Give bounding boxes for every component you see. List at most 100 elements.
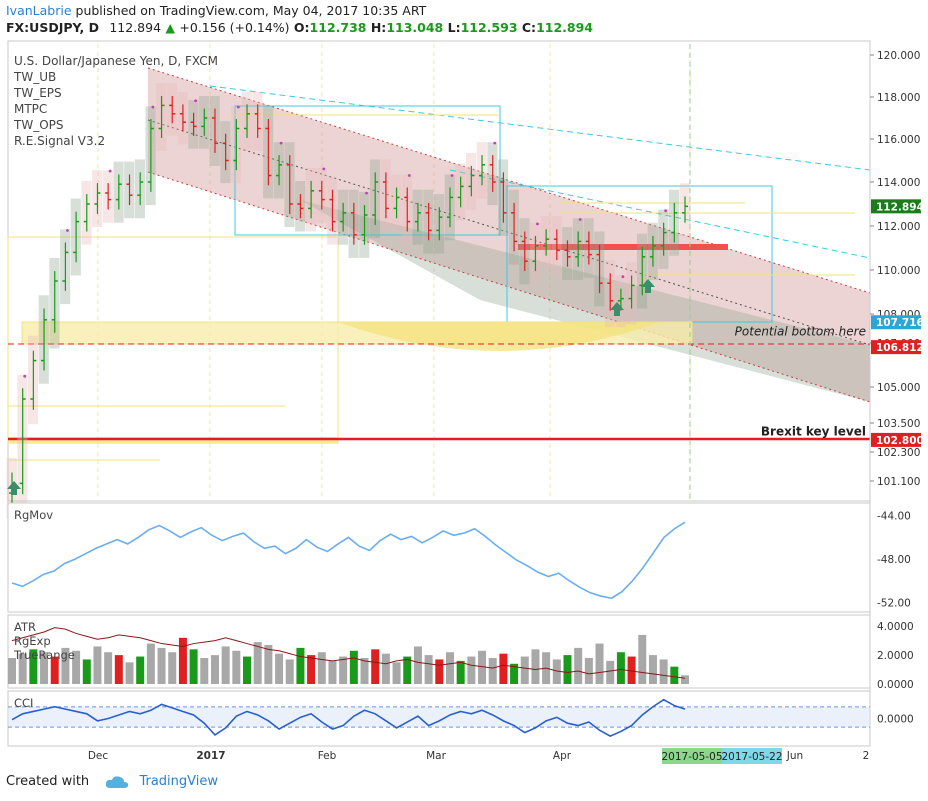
y-tick-label: 105.000 <box>877 382 920 394</box>
range-bar <box>445 652 454 684</box>
indicator-name: TW_UB <box>13 70 56 84</box>
range-bar <box>210 655 219 684</box>
last-price: 112.894 <box>109 20 162 35</box>
range-bar <box>413 646 422 684</box>
close-label: C: <box>521 20 537 35</box>
y-tick-label: 101.100 <box>877 476 920 488</box>
price-label-box <box>871 199 921 214</box>
range-bar <box>488 658 497 684</box>
low-value: 112.593 <box>460 20 518 35</box>
range-bar <box>200 658 209 684</box>
price-labels: 112.894 107.716 106.812 102.800 <box>871 199 924 447</box>
pane-tick-label: 0.0000 <box>877 714 914 726</box>
tradingview-brand[interactable]: TradingView <box>139 774 218 789</box>
high-label: H: <box>370 20 387 35</box>
ohlc-bar: FX:USDJPY, D 112.894 ▲ +0.156 (+0.14%) O… <box>6 20 593 36</box>
range-bar <box>114 655 123 684</box>
signal-dot <box>407 174 411 177</box>
candles[interactable] <box>6 83 690 519</box>
symbol-title: U.S. Dollar/Japanese Yen, D, FXCM <box>14 54 218 68</box>
signal-dot <box>194 99 198 103</box>
price-label-box <box>871 340 921 355</box>
range-bar <box>8 658 16 684</box>
range-bar <box>478 650 487 684</box>
date-marker-box <box>722 748 782 764</box>
cyan-dashed-1 <box>209 85 871 171</box>
range-bar <box>296 647 305 684</box>
x-tick-label: Jun <box>786 750 803 762</box>
range-bar <box>285 659 294 684</box>
indicator-panes[interactable]: -44.00 -48.00 -52.00 RgMov 4.0000 2.0000 0.000… <box>7 502 914 747</box>
pane-tick-label: 4.0000 <box>877 621 914 633</box>
range-bar <box>307 655 316 684</box>
x-tick-label: Dec <box>88 750 109 762</box>
cyan-box-1 <box>234 105 501 236</box>
price-label: 106.812 <box>876 342 924 354</box>
range-bar <box>264 645 273 684</box>
range-bar <box>189 649 198 684</box>
change-value: +0.156 (+0.14%) <box>179 20 290 35</box>
range-bar <box>178 637 187 684</box>
high-value: 113.048 <box>386 20 444 35</box>
range-bar <box>61 647 70 684</box>
signal-dot <box>151 105 155 109</box>
signal-dot <box>66 229 69 232</box>
signal-dot <box>493 141 497 145</box>
range-bar <box>82 659 91 684</box>
signal-dot <box>578 218 582 221</box>
price-pane[interactable]: Potential bottom here Brexit key level <box>6 40 871 519</box>
signal-dot <box>664 209 668 213</box>
range-bar <box>50 656 59 684</box>
range-bar <box>392 662 401 684</box>
range-bar <box>360 658 369 684</box>
range-bar <box>243 656 252 684</box>
range-bar <box>574 647 583 684</box>
indicator-name: R.E.Signal V3.2 <box>14 134 105 148</box>
price-label: 102.800 <box>876 435 924 447</box>
signal-dot <box>450 174 454 177</box>
pane-frame <box>7 502 871 613</box>
signal-dot <box>365 191 368 195</box>
y-tick-label: 120.000 <box>877 50 920 62</box>
range-bar <box>467 656 476 684</box>
signal-dot <box>108 169 112 173</box>
range-bar <box>606 660 615 684</box>
close-value: 112.894 <box>536 20 593 35</box>
pane-tick-label: 0.0000 <box>877 679 914 691</box>
range-bar <box>317 652 326 684</box>
low-label: L: <box>447 20 461 35</box>
pane-title: CCI <box>14 696 33 710</box>
pane-tick-label: -52.00 <box>877 598 911 610</box>
range-bar <box>93 646 102 684</box>
author-link[interactable]: IvanLabrie <box>6 3 72 18</box>
range-bar <box>232 650 241 684</box>
range-bar <box>563 655 572 684</box>
chart-annotation: Potential bottom here <box>735 324 866 338</box>
range-bar <box>456 660 465 684</box>
range-bar <box>157 647 166 684</box>
symbol-label: FX:USDJPY, D <box>6 20 99 35</box>
cci-line <box>11 698 686 738</box>
pane-legend: TrueRange <box>13 648 75 662</box>
range-bar <box>435 659 444 684</box>
range-bar <box>510 663 519 684</box>
range-bar <box>616 652 625 684</box>
range-bar <box>72 650 81 684</box>
footer: Created with TradingView <box>6 774 218 789</box>
open-value: 112.738 <box>309 20 367 35</box>
range-bar <box>424 655 433 684</box>
range-bar <box>275 653 284 684</box>
chart-annotation: Brexit key level <box>761 424 866 438</box>
signal-dot <box>536 222 539 226</box>
price-axis[interactable]: 120.000 118.000 116.000 114.000 112.000 110.0… <box>869 41 920 745</box>
y-tick-label: 114.000 <box>877 177 920 189</box>
signal-dot <box>322 167 326 171</box>
range-bar <box>29 649 38 684</box>
cyan-dashed-2 <box>449 169 871 259</box>
range-bar <box>670 666 679 684</box>
range-bar <box>638 634 647 684</box>
range-bar <box>339 656 348 684</box>
range-bar <box>552 659 561 684</box>
